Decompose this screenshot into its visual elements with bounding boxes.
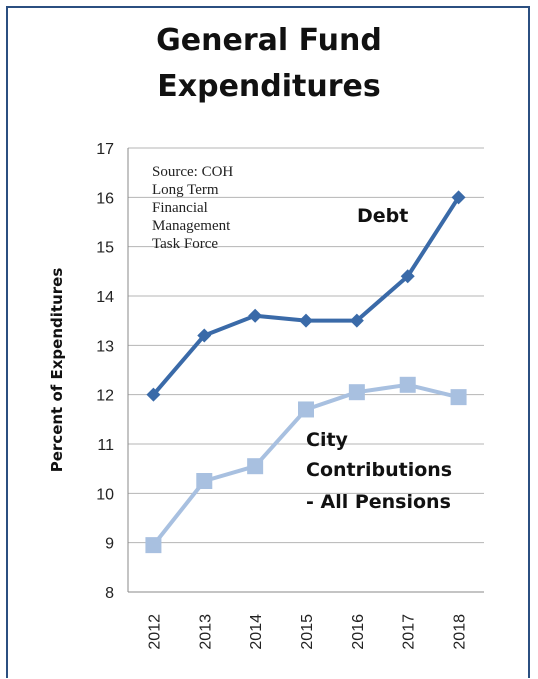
x-tick-label: 2016 <box>350 614 367 650</box>
series-label-pensions-line: Contributions <box>306 459 452 481</box>
series-label-debt: Debt <box>357 205 408 227</box>
data-point-debt <box>248 308 263 323</box>
y-tick-labels: 8 9 10 11 12 13 14 15 16 17 <box>96 141 114 602</box>
chart-frame <box>6 6 530 678</box>
source-note-line: Source: COH <box>152 164 233 180</box>
y-tick-label: 16 <box>96 190 114 207</box>
y-tick-label: 10 <box>96 486 114 503</box>
data-point-debt <box>451 190 466 205</box>
data-point-pensions <box>348 384 365 401</box>
y-tick-label: 15 <box>96 240 114 257</box>
data-point-debt <box>400 269 415 284</box>
data-point-debt <box>146 387 161 402</box>
data-point-debt <box>349 313 364 328</box>
data-point-debt <box>299 313 313 328</box>
data-point-pensions <box>399 376 416 393</box>
source-note-line: Task Force <box>152 236 218 252</box>
source-note-line: Management <box>152 218 231 234</box>
x-tick-label: 2014 <box>248 614 265 650</box>
series-layer <box>145 190 467 554</box>
y-tick-label: 13 <box>96 338 114 355</box>
data-point-pensions <box>247 458 264 475</box>
x-tick-label: 2015 <box>299 614 316 650</box>
data-point-debt <box>197 328 212 343</box>
x-tick-labels: 2012 2013 2014 2015 2016 2017 2018 <box>146 614 468 650</box>
data-point-pensions <box>196 473 213 489</box>
x-tick-label: 2018 <box>452 614 469 650</box>
series-label-pensions-line: City <box>306 429 349 451</box>
y-tick-label: 14 <box>96 289 114 306</box>
data-point-pensions <box>298 401 314 418</box>
source-note-line: Long Term <box>152 182 219 198</box>
x-tick-label: 2013 <box>197 614 214 650</box>
y-tick-label: 11 <box>97 437 114 454</box>
grid-lines <box>127 147 484 593</box>
y-tick-label: 9 <box>105 536 114 553</box>
series-labels: Debt City Contributions - All Pensions <box>306 205 452 513</box>
data-point-pensions <box>450 389 467 406</box>
chart-title-line-1: General Fund <box>156 23 382 58</box>
series-label-pensions-line: - All Pensions <box>306 491 451 513</box>
source-note-line: Financial <box>152 200 208 216</box>
y-tick-label: 17 <box>96 141 114 158</box>
data-point-pensions <box>145 537 162 554</box>
y-tick-label: 12 <box>96 388 114 405</box>
chart-title-line-2: Expenditures <box>157 69 381 104</box>
x-tick-label: 2012 <box>146 614 163 650</box>
source-annotation: Source: COH Long Term Financial Management T… <box>152 164 233 252</box>
y-axis-label: Percent of Expenditures <box>48 268 66 473</box>
x-tick-label: 2017 <box>401 614 418 650</box>
y-tick-label: 8 <box>105 585 114 602</box>
